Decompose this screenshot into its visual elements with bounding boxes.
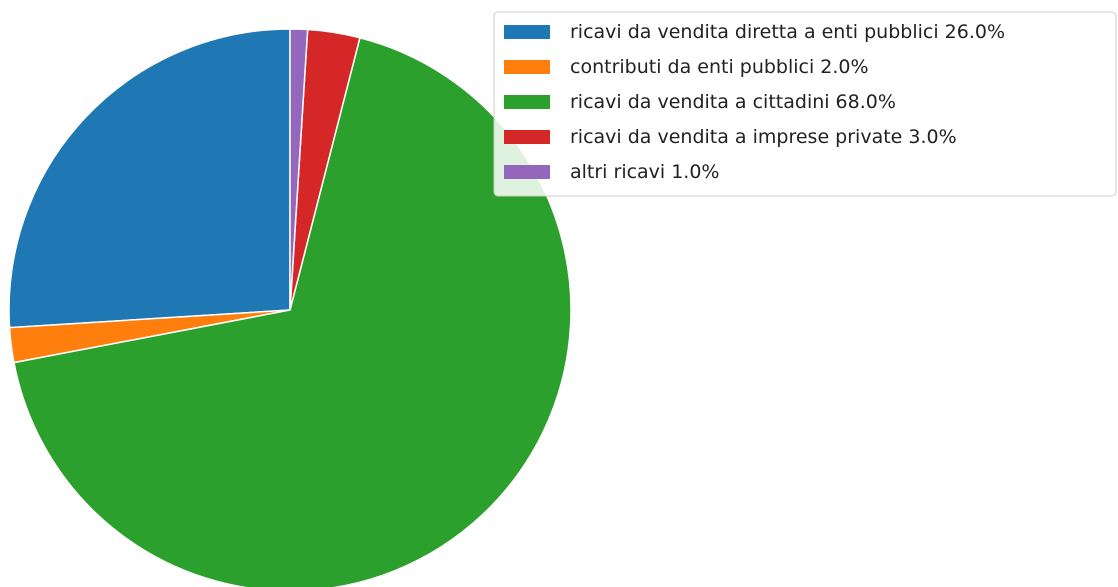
legend-swatch xyxy=(504,60,550,74)
legend-value: 68.0% xyxy=(836,91,896,113)
legend-swatch xyxy=(504,130,550,144)
legend-label: altri ricavi 1.0% xyxy=(570,161,720,183)
pie xyxy=(8,28,572,587)
legend-value: 3.0% xyxy=(908,126,956,148)
legend-label: ricavi da vendita a cittadini 68.0% xyxy=(570,91,896,113)
legend-value: 1.0% xyxy=(671,161,719,183)
legend-label: ricavi da vendita diretta a enti pubblic… xyxy=(570,21,1005,43)
legend-category: ricavi da vendita a cittadini xyxy=(570,91,830,113)
pie-slice xyxy=(8,28,291,329)
legend-category: ricavi da vendita diretta a enti pubblic… xyxy=(570,21,939,43)
legend-category: ricavi da vendita a imprese private xyxy=(570,126,902,148)
legend-frame xyxy=(493,11,1117,197)
legend-label: ricavi da vendita a imprese private 3.0% xyxy=(570,126,957,148)
legend-category: altri ricavi xyxy=(570,161,665,183)
legend-swatch xyxy=(504,165,550,179)
legend-label: contributi da enti pubblici 2.0% xyxy=(570,56,869,78)
pie-slice xyxy=(289,28,309,311)
legend-swatch xyxy=(504,25,550,39)
legend-value: 26.0% xyxy=(945,21,1005,43)
legend: ricavi da vendita diretta a enti pubblic… xyxy=(493,11,1117,197)
legend-swatch xyxy=(504,95,550,109)
legend-category: contributi da enti pubblici xyxy=(570,56,814,78)
legend-value: 2.0% xyxy=(820,56,868,78)
